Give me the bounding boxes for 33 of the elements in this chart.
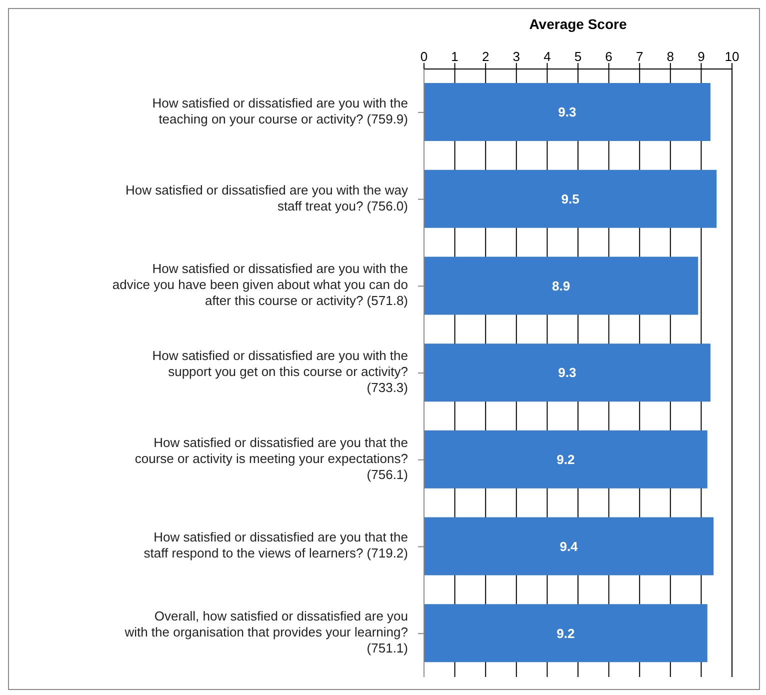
bar [424, 344, 710, 402]
bar [424, 604, 708, 662]
data-label: 9.3 [558, 104, 576, 120]
y-tick-label: Overall, how satisfied or dissatisfied are you with the organisation that provides your learning? (751.1) [124, 609, 408, 656]
bar [424, 517, 714, 576]
data-label: 9.5 [561, 191, 580, 206]
y-tick-label: How satisfied or dissatisfied are you with the advice you have been given about what you can do after this course or activity? (571.8) [112, 262, 408, 309]
data-label: 9.4 [560, 538, 579, 554]
x-tick-label: 4 [544, 49, 551, 64]
bar [424, 430, 708, 488]
bar [424, 83, 710, 141]
bar [424, 256, 698, 315]
x-tick-label: 6 [605, 49, 612, 64]
y-tick-label: How satisfied or dissatisfied are you that the staff respond to the views of learners? (719.2) [144, 530, 408, 562]
x-tick-label: 0 [420, 49, 428, 64]
x-tick-label: 3 [512, 49, 520, 64]
x-axis-title: Average Score [529, 16, 627, 32]
y-tick-label: How satisfied or dissatisfied are you with the way staff treat you? (756.0) [125, 182, 408, 214]
y-tick-label: How satisfied or dissatisfied are you with the teaching on your course or activity? (759.9) [152, 96, 408, 127]
x-tick-label: 5 [574, 49, 582, 64]
data-label: 9.2 [556, 452, 575, 468]
bar [424, 170, 717, 228]
x-tick-label: 8 [666, 49, 674, 64]
data-label: 9.3 [558, 365, 576, 380]
y-tick-label: How satisfied or dissatisfied are you that the course or activity is meeting your expectations? (756.1) [134, 435, 408, 482]
x-tick-label: 7 [636, 49, 644, 64]
x-tick-label: 2 [482, 49, 490, 64]
data-label: 8.9 [552, 278, 570, 294]
x-tick-label: 1 [451, 49, 458, 64]
data-label: 9.2 [556, 626, 575, 641]
x-tick-label: 9 [698, 49, 705, 64]
x-tick-label: 10 [724, 49, 740, 64]
y-tick-label: How satisfied or dissatisfied are you with the support you get on this course or activity? (733.3) [152, 348, 408, 396]
